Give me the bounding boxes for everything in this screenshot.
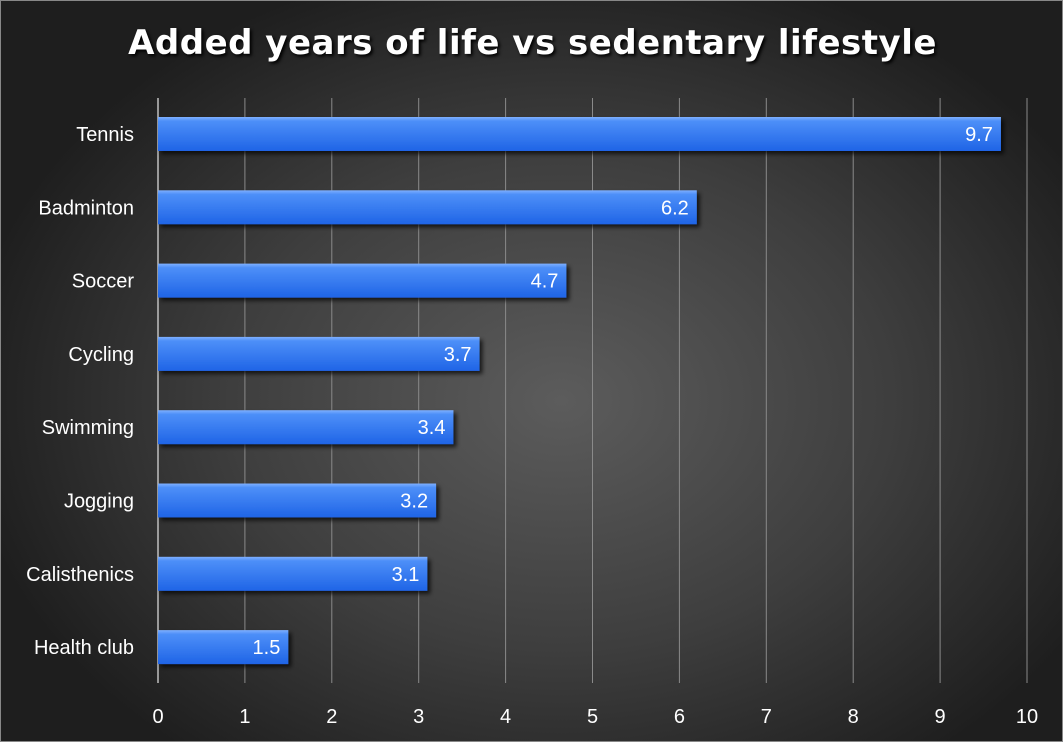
x-tick-label: 6 (674, 706, 685, 728)
data-label: 3.7 (444, 344, 472, 366)
bar (158, 263, 567, 298)
bar (158, 630, 289, 665)
category-label: Tennis (76, 124, 134, 146)
bar (158, 117, 1001, 151)
category-label: Calisthenics (26, 564, 134, 586)
category-label: Swimming (42, 417, 134, 439)
chart-title: Added years of life vs sedentary lifesty… (128, 23, 937, 63)
x-tick-label: 2 (326, 706, 337, 728)
bar (158, 190, 697, 225)
bar (158, 336, 480, 371)
data-label: 3.2 (400, 491, 428, 513)
category-label: Cycling (68, 344, 134, 366)
data-label: 1.5 (253, 637, 281, 659)
category-label: Jogging (64, 491, 134, 513)
category-label: Health club (34, 637, 134, 659)
x-tick-label: 8 (848, 706, 859, 728)
category-label: Badminton (38, 197, 134, 219)
x-tick-label: 1 (239, 706, 250, 728)
bar (158, 483, 437, 518)
bar (158, 410, 454, 445)
x-tick-label: 3 (413, 706, 424, 728)
x-tick-label: 0 (152, 706, 163, 728)
bar (158, 556, 428, 591)
x-tick-label: 7 (761, 706, 772, 728)
data-label: 3.1 (392, 564, 420, 586)
x-tick-label: 5 (587, 706, 598, 728)
data-label: 9.7 (965, 124, 993, 146)
x-tick-label: 10 (1016, 706, 1038, 728)
category-label: Soccer (72, 271, 135, 293)
x-tick-label: 4 (500, 706, 511, 728)
data-label: 6.2 (661, 197, 689, 219)
x-tick-label: 9 (935, 706, 946, 728)
data-label: 4.7 (531, 271, 559, 293)
data-label: 3.4 (418, 417, 446, 439)
